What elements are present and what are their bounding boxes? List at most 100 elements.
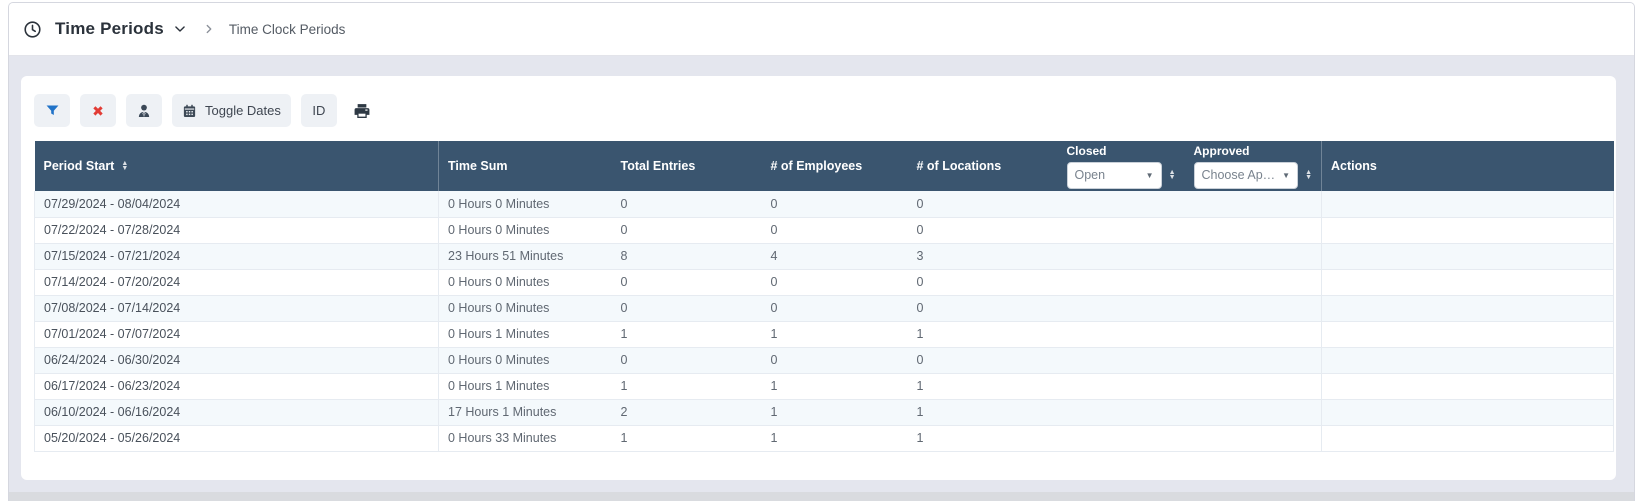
print-button[interactable]	[347, 94, 377, 127]
column-header-approved: Approved Choose Appr... ▼ ▲ ▼	[1184, 141, 1322, 191]
table-body: 07/29/2024 - 08/04/2024 0 Hours 0 Minutes…	[34, 191, 1614, 452]
column-header-num-locations[interactable]: # of Locations	[907, 141, 1058, 191]
time-periods-card: ✖	[21, 76, 1616, 480]
approved-filter-value: Choose Appr...	[1201, 168, 1277, 182]
actions-cell	[1321, 373, 1614, 400]
column-label: Period Start	[43, 159, 115, 173]
app-window: Time Periods Time Clock Periods ✖	[8, 2, 1635, 501]
period-start-cell: 06/17/2024 - 06/23/2024	[34, 373, 439, 400]
column-label: Time Sum	[448, 159, 508, 173]
column-header-actions: Actions	[1321, 141, 1614, 191]
sort-icon[interactable]: ▲ ▼	[1305, 168, 1312, 181]
actions-cell	[1321, 191, 1614, 218]
table-row[interactable]: 05/20/2024 - 05/26/2024 0 Hours 33 Minute…	[34, 425, 1614, 452]
employees-cell: 0	[761, 295, 908, 322]
breadcrumb-title[interactable]: Time Periods	[55, 19, 164, 38]
table-row[interactable]: 07/14/2024 - 07/20/2024 0 Hours 0 Minutes…	[34, 269, 1614, 296]
table-row[interactable]: 07/22/2024 - 07/28/2024 0 Hours 0 Minutes…	[34, 217, 1614, 244]
table-toolbar: ✖	[34, 94, 1616, 127]
column-header-period-start[interactable]: Period Start ▲ ▼	[34, 141, 439, 191]
closed-cell	[1057, 425, 1185, 452]
actions-cell	[1321, 399, 1614, 426]
calendar-icon	[183, 104, 196, 117]
closed-cell	[1057, 373, 1185, 400]
breadcrumb-current-page: Time Clock Periods	[228, 21, 346, 37]
table-header-row: Period Start ▲ ▼ Time Sum Total Entries #…	[34, 141, 1614, 191]
actions-cell	[1321, 347, 1614, 374]
period-start-cell: 07/14/2024 - 07/20/2024	[34, 269, 439, 296]
sort-icon[interactable]: ▲ ▼	[1168, 168, 1176, 181]
employees-cell: 0	[761, 191, 908, 218]
time-clock-periods-table: Period Start ▲ ▼ Time Sum Total Entries #…	[34, 141, 1614, 452]
column-header-time-sum[interactable]: Time Sum	[438, 141, 612, 191]
period-start-cell: 07/01/2024 - 07/07/2024	[34, 321, 439, 348]
actions-cell	[1321, 269, 1614, 296]
period-start-cell: 07/08/2024 - 07/14/2024	[34, 295, 439, 322]
x-icon: ✖	[92, 102, 104, 119]
total-entries-cell: 1	[611, 321, 762, 348]
total-entries-cell: 0	[611, 347, 762, 374]
column-header-total-entries[interactable]: Total Entries	[611, 141, 762, 191]
locations-cell: 0	[907, 295, 1058, 322]
time-sum-cell: 0 Hours 1 Minutes	[438, 373, 612, 400]
table-row[interactable]: 07/29/2024 - 08/04/2024 0 Hours 0 Minutes…	[34, 191, 1614, 218]
supervisor-button[interactable]	[126, 94, 162, 127]
locations-cell: 3	[907, 243, 1058, 270]
employees-cell: 0	[761, 217, 908, 244]
clock-icon	[24, 20, 41, 38]
id-button[interactable]: ID	[300, 94, 337, 127]
approved-cell	[1184, 269, 1322, 296]
clear-filter-button[interactable]: ✖	[80, 94, 116, 127]
employees-cell: 0	[761, 269, 908, 296]
table-row[interactable]: 07/08/2024 - 07/14/2024 0 Hours 0 Minutes…	[34, 295, 1614, 322]
locations-cell: 0	[907, 217, 1058, 244]
approved-cell	[1184, 243, 1322, 270]
sort-icon[interactable]: ▲ ▼	[121, 159, 129, 172]
table-row[interactable]: 06/24/2024 - 06/30/2024 0 Hours 0 Minutes…	[34, 347, 1614, 374]
employees-cell: 0	[761, 347, 908, 374]
actions-cell	[1321, 321, 1614, 348]
table-row[interactable]: 06/17/2024 - 06/23/2024 0 Hours 1 Minutes…	[34, 373, 1614, 400]
time-sum-cell: 0 Hours 0 Minutes	[438, 217, 612, 244]
filter-button[interactable]	[34, 94, 70, 127]
approved-cell	[1184, 347, 1322, 374]
total-entries-cell: 1	[611, 373, 762, 400]
horizontal-scrollbar[interactable]	[9, 492, 1634, 501]
toggle-dates-button[interactable]: Toggle Dates	[172, 94, 291, 127]
employees-cell: 1	[761, 321, 908, 348]
column-header-num-employees[interactable]: # of Employees	[761, 141, 908, 191]
total-entries-cell: 2	[611, 399, 762, 426]
filter-icon	[46, 105, 58, 115]
closed-cell	[1057, 321, 1185, 348]
breadcrumb: Time Periods Time Clock Periods	[9, 3, 1634, 56]
page-content: ✖	[9, 56, 1634, 492]
approved-filter-label: Approved	[1193, 143, 1250, 158]
time-sum-cell: 0 Hours 0 Minutes	[438, 269, 612, 296]
table-row[interactable]: 07/15/2024 - 07/21/2024 23 Hours 51 Minut…	[34, 243, 1614, 270]
closed-cell	[1057, 295, 1185, 322]
table-row[interactable]: 06/10/2024 - 06/16/2024 17 Hours 1 Minute…	[34, 399, 1614, 426]
column-label: Actions	[1331, 159, 1377, 173]
time-sum-cell: 17 Hours 1 Minutes	[438, 399, 612, 426]
total-entries-cell: 1	[611, 425, 762, 452]
time-sum-cell: 0 Hours 1 Minutes	[438, 321, 612, 348]
actions-cell	[1321, 295, 1614, 322]
locations-cell: 0	[907, 347, 1058, 374]
approved-cell	[1184, 295, 1322, 322]
approved-cell	[1184, 425, 1322, 452]
chevron-down-icon[interactable]	[173, 22, 187, 36]
locations-cell: 0	[907, 191, 1058, 218]
approved-cell	[1184, 217, 1322, 244]
approved-filter-select[interactable]: Choose Appr... ▼	[1193, 161, 1299, 189]
period-start-cell: 05/20/2024 - 05/26/2024	[34, 425, 439, 452]
closed-filter-label: Closed	[1066, 143, 1107, 158]
closed-filter-value: Open	[1074, 168, 1106, 182]
approved-cell	[1184, 321, 1322, 348]
approved-cell	[1184, 191, 1322, 218]
closed-cell	[1057, 217, 1185, 244]
time-sum-cell: 0 Hours 0 Minutes	[438, 191, 612, 218]
closed-cell	[1057, 347, 1185, 374]
table-row[interactable]: 07/01/2024 - 07/07/2024 0 Hours 1 Minutes…	[34, 321, 1614, 348]
chevron-right-icon	[206, 24, 212, 34]
closed-filter-select[interactable]: Open ▼	[1066, 161, 1162, 189]
